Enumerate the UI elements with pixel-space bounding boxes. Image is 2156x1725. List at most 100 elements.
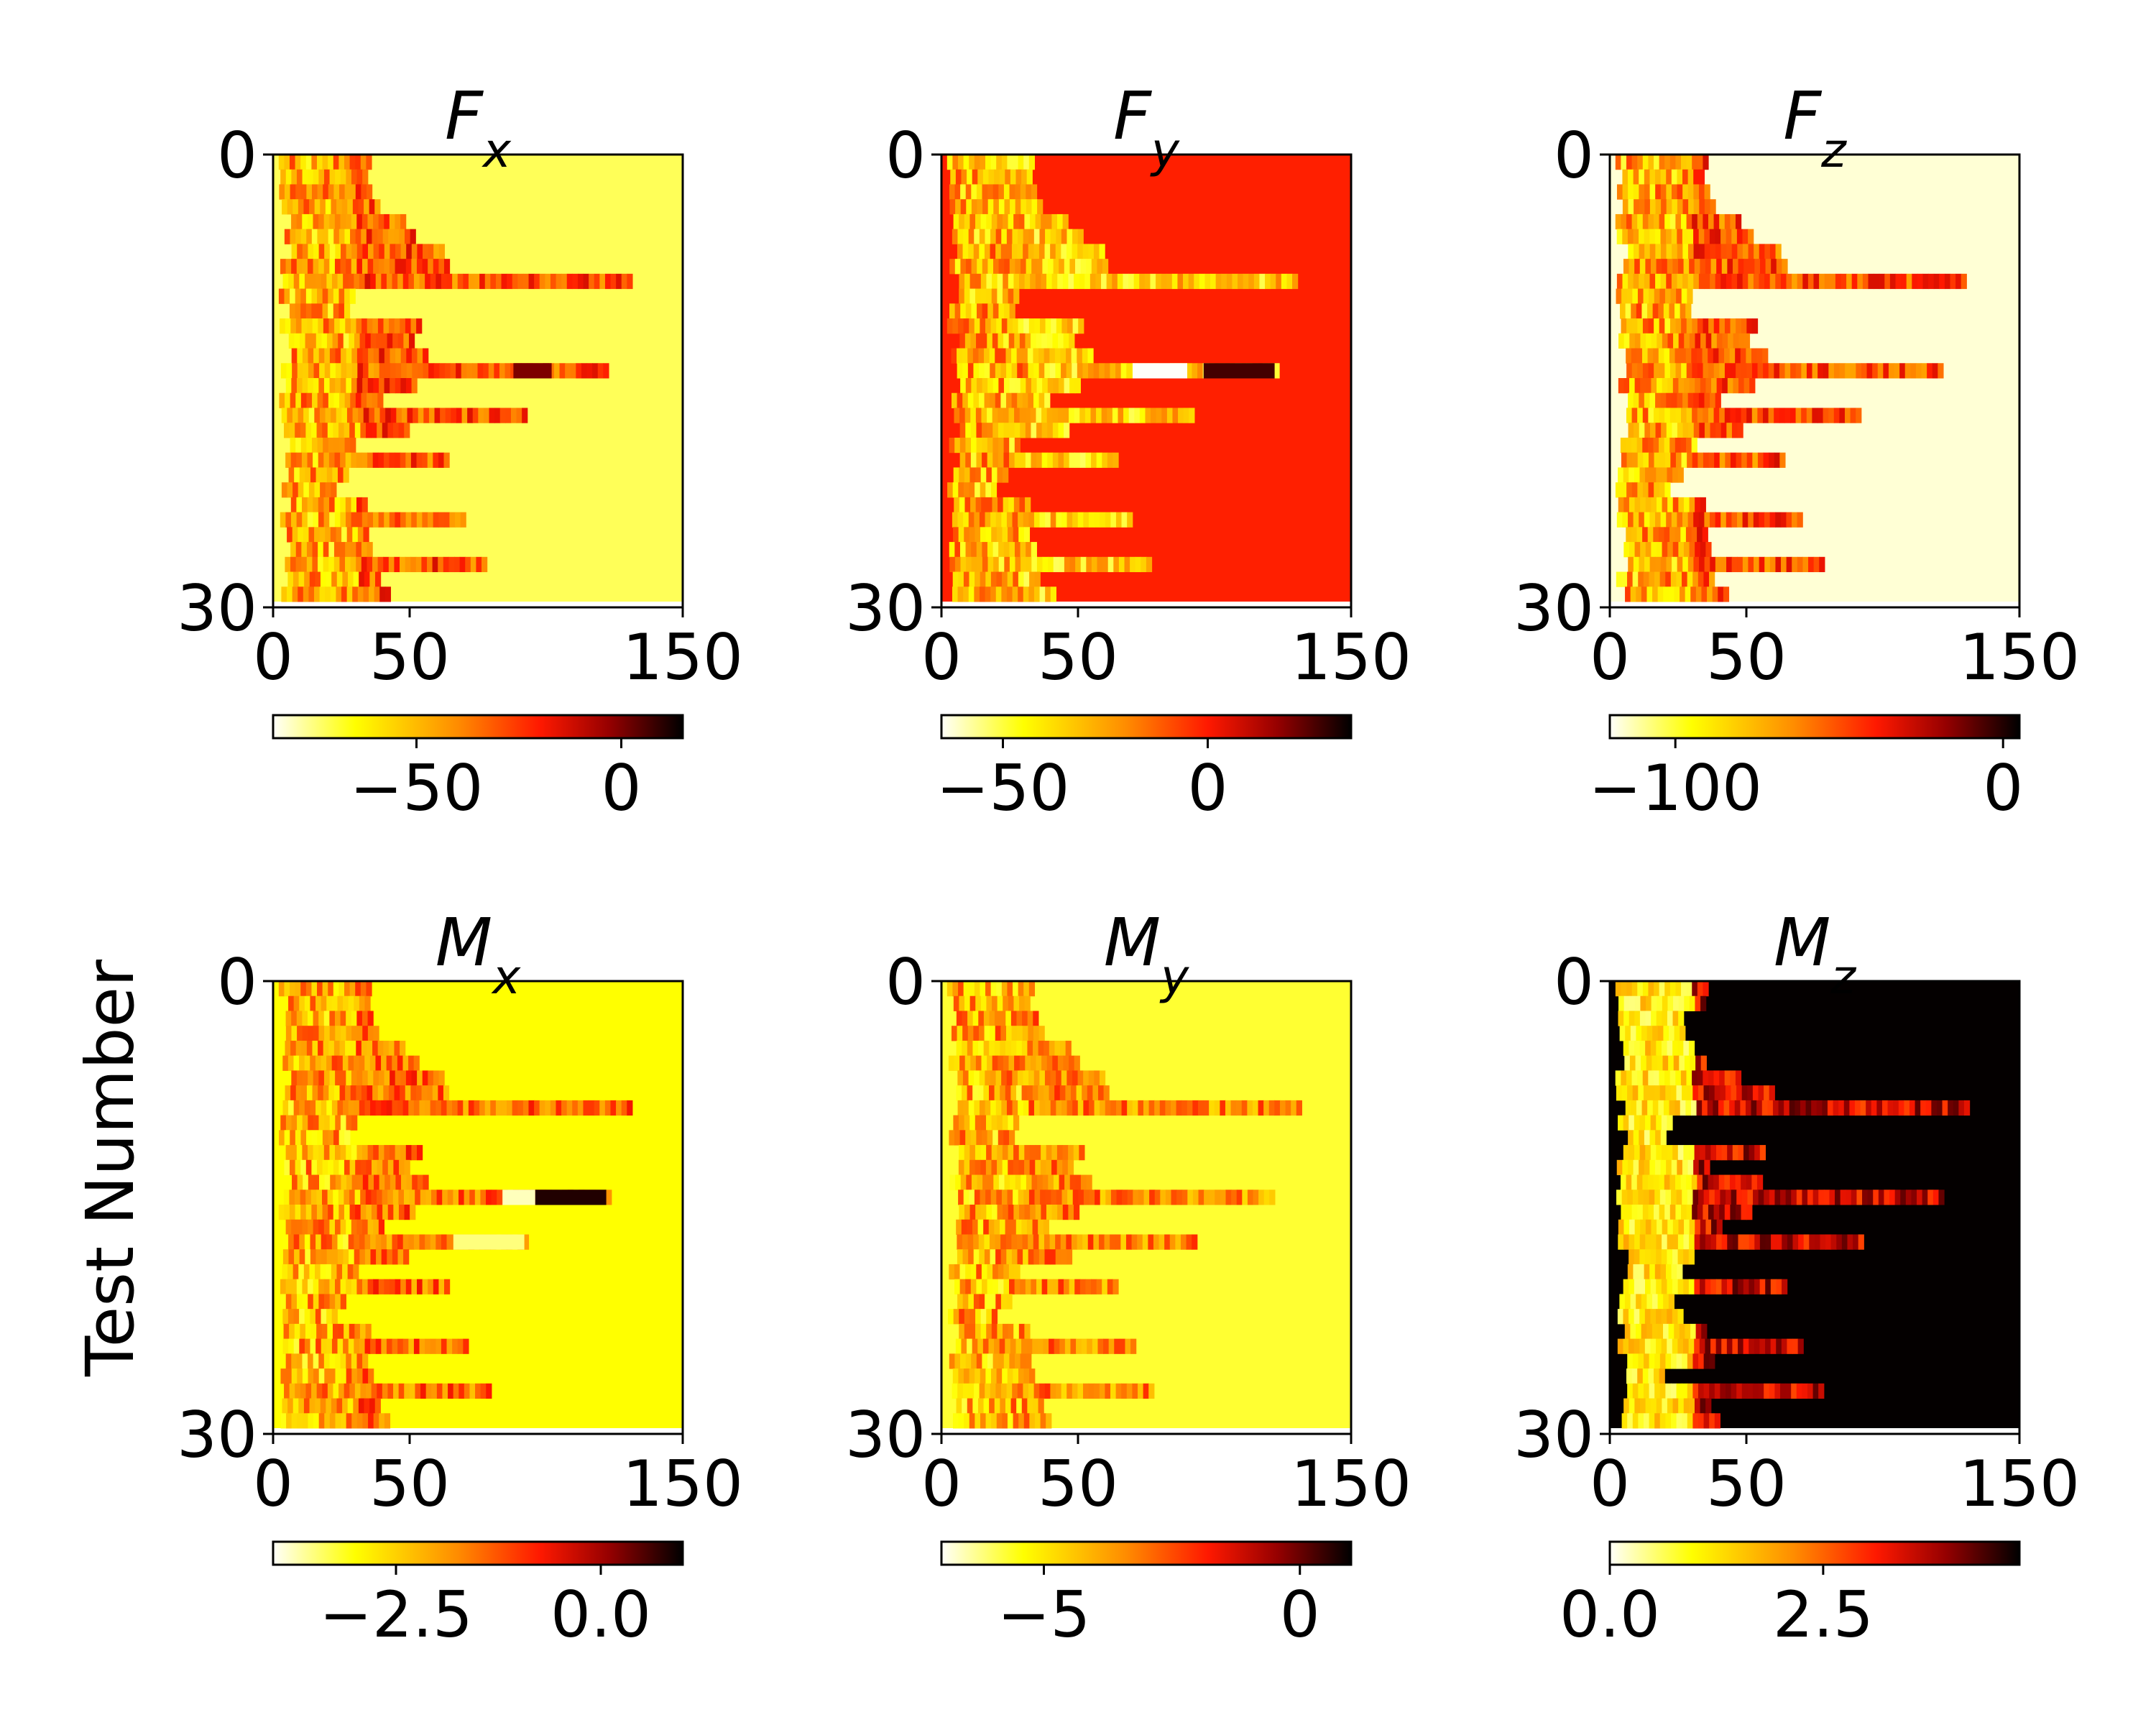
heatmap-cell — [366, 155, 372, 170]
colorbar-gradient — [940, 1540, 1353, 1566]
heatmap-cell — [1008, 408, 1015, 423]
heatmap-cell — [1692, 1205, 1698, 1220]
heatmap-cell — [1039, 512, 1046, 528]
heatmap-cell — [280, 318, 286, 334]
heatmap-cell — [976, 1264, 982, 1280]
heatmap-cell — [1672, 1249, 1679, 1265]
heatmap-cell — [958, 1190, 964, 1205]
heatmap-cell — [1668, 586, 1675, 602]
heatmap-cell — [972, 1040, 979, 1057]
heatmap-cell — [1631, 363, 1638, 379]
heatmap-cell — [1618, 1115, 1624, 1131]
heatmap-cell — [1079, 408, 1086, 423]
heatmap-cell — [1741, 1085, 1748, 1101]
heatmap-cell — [1000, 1398, 1006, 1414]
heatmap-cell — [963, 482, 970, 498]
heatmap-cell — [1071, 348, 1077, 364]
heatmap-cell — [375, 273, 382, 290]
heatmap-cell — [1731, 512, 1738, 528]
heatmap-cell — [350, 1040, 356, 1057]
heatmap-cell — [982, 199, 989, 215]
heatmap-cell — [957, 155, 964, 170]
heatmap-cell — [324, 1413, 331, 1429]
heatmap-cell — [1688, 1279, 1695, 1294]
heatmap-cell — [284, 1159, 290, 1176]
heatmap-cell — [1026, 184, 1032, 200]
heatmap-cell — [1703, 213, 1709, 230]
heatmap-cell — [400, 1040, 406, 1057]
heatmap-cell — [1143, 1383, 1149, 1399]
heatmap-cell — [1856, 363, 1862, 379]
plot-frame — [940, 980, 1353, 1435]
heatmap-cell — [1231, 1190, 1238, 1205]
heatmap-cell — [1666, 244, 1672, 259]
heatmap-cell — [963, 981, 969, 997]
heatmap-cell — [340, 452, 346, 468]
heatmap-cell — [1860, 1100, 1866, 1116]
heatmap-cell — [413, 1055, 420, 1071]
heatmap-cell — [992, 333, 999, 349]
heatmap-cell — [326, 995, 333, 1011]
heatmap-cell — [1655, 556, 1662, 573]
heatmap-cell — [384, 244, 390, 259]
heatmap-cell — [1708, 213, 1715, 230]
heatmap-cell — [979, 244, 985, 259]
heatmap-cell — [1710, 1279, 1717, 1294]
heatmap-cell — [594, 273, 600, 290]
heatmap-cell — [284, 155, 290, 170]
heatmap-cell — [356, 1145, 363, 1161]
heatmap-cell — [1651, 378, 1657, 394]
heatmap-cell — [1713, 1205, 1720, 1220]
heatmap-cell — [420, 1190, 427, 1205]
heatmap-cell — [346, 1145, 352, 1161]
heatmap-cell — [1067, 1070, 1073, 1086]
heatmap-cell — [305, 1383, 312, 1399]
heatmap-cell — [1031, 199, 1038, 215]
heatmap-cell — [1932, 363, 1938, 379]
heatmap-cell — [1754, 244, 1760, 259]
heatmap-cell — [957, 363, 963, 379]
heatmap-cell — [1661, 1249, 1667, 1265]
heatmap-cell — [1683, 1398, 1690, 1414]
heatmap-cell — [1664, 1205, 1671, 1220]
heatmap-cell — [402, 1338, 409, 1354]
heatmap-cell — [995, 363, 1002, 379]
heatmap-cell — [400, 512, 407, 528]
heatmap-cell — [1008, 1264, 1015, 1280]
heatmap-cell — [1053, 378, 1059, 394]
heatmap-cell — [1041, 1205, 1047, 1220]
heatmap-cell — [1003, 995, 1009, 1011]
heatmap-cell — [1057, 1205, 1064, 1220]
heatmap-cell — [300, 1205, 307, 1220]
heatmap-cell — [953, 1115, 959, 1131]
heatmap-cell — [408, 1234, 415, 1250]
heatmap-cell — [1713, 318, 1720, 334]
heatmap-cell — [293, 995, 300, 1011]
heatmap-cell — [1704, 392, 1710, 408]
heatmap-cell — [1082, 1085, 1088, 1101]
heatmap-cell — [997, 273, 1003, 290]
heatmap-cell — [1705, 1338, 1711, 1354]
heatmap-cell — [362, 1070, 369, 1086]
heatmap-cell — [1616, 1190, 1623, 1205]
heatmap-cell — [1634, 497, 1641, 513]
heatmap-cell — [400, 452, 406, 468]
heatmap-cell — [1645, 1145, 1651, 1161]
heatmap-cell — [336, 527, 342, 543]
heatmap-cell — [971, 1353, 977, 1369]
heatmap-cell — [1672, 1145, 1679, 1161]
heatmap-cell — [1033, 1249, 1040, 1265]
heatmap-cell — [952, 1368, 959, 1384]
heatmap-cell — [982, 556, 989, 573]
heatmap-cell — [306, 542, 313, 558]
heatmap-cell — [285, 1279, 292, 1294]
heatmap-cell — [1005, 1011, 1012, 1026]
heatmap-cell — [965, 437, 972, 454]
heatmap-cell — [975, 408, 982, 423]
heatmap-cell — [1671, 512, 1678, 528]
heatmap-cell — [1093, 1234, 1100, 1250]
heatmap-cell — [416, 452, 423, 468]
heatmap-cell — [316, 1383, 323, 1399]
heatmap-cell — [1032, 1085, 1038, 1101]
